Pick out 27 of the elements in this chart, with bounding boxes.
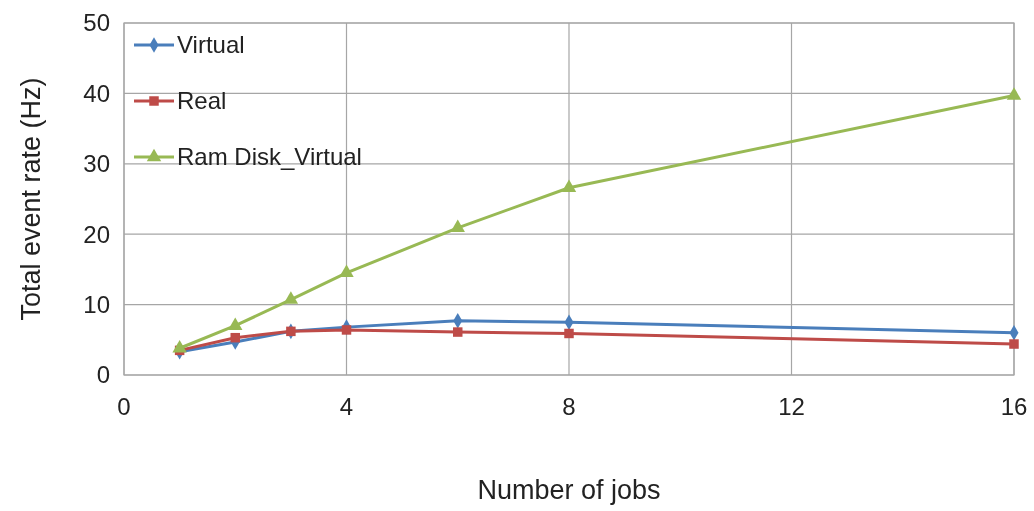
y-tick-label: 0 [96, 361, 110, 389]
legend-label: Real [177, 87, 227, 115]
point [230, 332, 240, 343]
point [453, 327, 463, 337]
y-tick-label: 30 [83, 150, 110, 178]
point [339, 264, 354, 278]
legend-label: Ram Disk_Virtual [177, 143, 362, 171]
point [450, 219, 465, 233]
point [561, 179, 577, 192]
legend-label: Virtual [177, 31, 245, 59]
x-axis-title: Number of jobs [477, 475, 661, 505]
point [1009, 339, 1019, 349]
y-tick-label: 50 [83, 9, 110, 37]
y-tick-label: 20 [83, 220, 110, 248]
point [228, 317, 243, 330]
point [283, 291, 299, 304]
y-tick-label: 40 [83, 79, 110, 107]
point [1006, 87, 1022, 100]
y-axis-title: Total event rate (Hz) [16, 77, 46, 321]
y-tick-label: 10 [83, 291, 110, 318]
point [564, 328, 574, 339]
x-tick-label: 12 [778, 393, 805, 420]
x-tick-label: 16 [1000, 393, 1028, 420]
x-tick-label: 0 [117, 393, 131, 420]
point [341, 325, 352, 335]
x-tick-label: 4 [339, 393, 354, 420]
x-tick-label: 8 [562, 393, 576, 420]
